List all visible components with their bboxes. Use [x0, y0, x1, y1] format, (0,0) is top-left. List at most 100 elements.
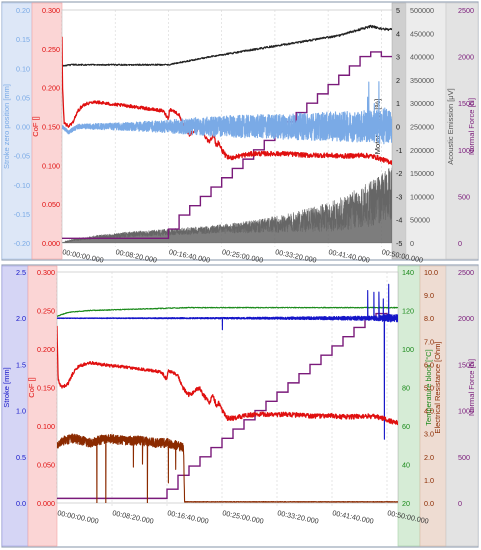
y-tick-label: 8.0	[424, 314, 434, 323]
y-tick-label: 0.250	[37, 307, 55, 316]
y-tick-label: 0	[458, 239, 462, 248]
y-tick-label: 7.0	[424, 337, 434, 346]
axis-band-3	[405, 2, 447, 260]
axis-band-0	[1, 265, 29, 547]
y-tick-label: -0.20	[14, 239, 30, 248]
y-tick-label: 0.10	[16, 64, 30, 73]
y-tick-label: 40	[402, 461, 410, 470]
y-tick-label: 10.0	[424, 268, 438, 277]
y-axis-label: Stroke zero position [mm]	[2, 84, 11, 169]
y-tick-label: 1500	[458, 99, 474, 108]
y-tick-label: 100000	[410, 192, 434, 201]
y-tick-label: 450000	[410, 29, 434, 38]
y-tick-label: 0	[410, 239, 414, 248]
series-line-0	[57, 283, 398, 440]
y-tick-label: 0	[458, 499, 462, 508]
y-tick-label: 0.200	[37, 345, 55, 354]
y-tick-label: 0.000	[42, 239, 60, 248]
y-tick-label: 0.0	[16, 499, 26, 508]
y-tick-label: 0.250	[42, 45, 60, 54]
y-tick-label: 1000	[458, 407, 474, 416]
y-tick-label: 50000	[410, 216, 430, 225]
y-tick-label: 0.000	[37, 499, 55, 508]
y-tick-label: 350000	[410, 76, 434, 85]
y-tick-label: 6.0	[424, 360, 434, 369]
series-line-3	[57, 433, 398, 503]
series-line-1	[57, 325, 398, 426]
y-tick-label: -1	[396, 146, 402, 155]
series-line-4	[57, 312, 398, 500]
y-tick-label: 4	[396, 29, 400, 38]
y-tick-label: 60	[402, 422, 410, 431]
y-tick-label: 1.0	[16, 407, 26, 416]
y-tick-label: 0.050	[37, 461, 55, 470]
y-tick-label: 400000	[410, 53, 434, 62]
y-tick-label: 500000	[410, 6, 434, 15]
axis-band-3	[419, 265, 447, 547]
plot-area	[56, 271, 399, 504]
axis-band-0	[1, 2, 33, 260]
y-tick-label: 2.0	[424, 453, 434, 462]
y-tick-label: 0.00	[16, 123, 30, 132]
y-tick-label: 100	[402, 345, 414, 354]
y-tick-label: 0.15	[16, 35, 30, 44]
y-tick-label: 0.100	[37, 422, 55, 431]
y-tick-label: 3.0	[424, 430, 434, 439]
y-tick-label: 1.5	[16, 360, 26, 369]
y-tick-label: 0.100	[42, 161, 60, 170]
y-tick-label: 200000	[410, 146, 434, 155]
y-tick-label: 0.20	[16, 6, 30, 15]
y-tick-label: 0.200	[42, 84, 60, 93]
y-tick-label: 0.0	[424, 499, 434, 508]
y-tick-label: 2	[396, 76, 400, 85]
y-tick-label: 0.05	[16, 93, 30, 102]
y-axis-label: Normal Force [N]	[467, 98, 476, 155]
y-tick-label: 0.050	[42, 200, 60, 209]
axis-band-4	[445, 265, 479, 547]
y-tick-label: 2500	[458, 6, 474, 15]
y-tick-label: 2000	[458, 53, 474, 62]
series-line-1	[62, 36, 392, 165]
y-tick-label: 1	[396, 99, 400, 108]
y-axis-label: Acoustic Emission [μV]	[446, 88, 455, 164]
y-axis-label: Electrical Resistance [Ohm]	[433, 341, 442, 433]
y-tick-label: 5	[396, 6, 400, 15]
y-axis-label: Temperature block [°C]	[424, 349, 433, 425]
y-tick-label: 9.0	[424, 291, 434, 300]
y-tick-label: 0.300	[37, 268, 55, 277]
axis-band-4	[445, 2, 479, 260]
y-tick-label: -0.05	[14, 152, 30, 161]
y-tick-label: -0.15	[14, 210, 30, 219]
y-tick-label: 300000	[410, 99, 434, 108]
chart-panel-top: -0.20 -0.15 -0.10 -0.05 0.00 0.05 0.10 0.15 0.20…	[1, 1, 479, 265]
y-tick-label: 1000	[458, 146, 474, 155]
y-tick-label: 140	[402, 268, 414, 277]
axis-band-1	[31, 2, 63, 260]
y-tick-label: 2500	[458, 268, 474, 277]
series-line-2	[57, 306, 398, 317]
y-tick-label: -4	[396, 216, 402, 225]
y-tick-label: 20	[402, 499, 410, 508]
y-tick-label: 2.0	[16, 314, 26, 323]
y-axis-label: Stroke [mm]	[2, 367, 11, 407]
y-tick-label: -0.10	[14, 181, 30, 190]
y-tick-label: 1500	[458, 360, 474, 369]
y-axis-label: CoF []	[31, 116, 40, 136]
y-tick-label: 0.5	[16, 453, 26, 462]
y-tick-label: -2	[396, 169, 402, 178]
y-tick-label: 5.0	[424, 384, 434, 393]
y-tick-label: 0.150	[42, 123, 60, 132]
y-tick-label: 0	[396, 123, 400, 132]
y-tick-label: 80	[402, 384, 410, 393]
y-tick-label: 250000	[410, 123, 434, 132]
y-tick-label: -3	[396, 192, 402, 201]
series-line-0	[62, 81, 392, 145]
y-tick-label: 3	[396, 53, 400, 62]
y-axis-label: CoF []	[27, 377, 36, 397]
y-tick-label: 120	[402, 307, 414, 316]
series-area-3	[62, 167, 392, 243]
y-tick-label: 0.150	[37, 384, 55, 393]
series-line-2	[62, 24, 392, 67]
